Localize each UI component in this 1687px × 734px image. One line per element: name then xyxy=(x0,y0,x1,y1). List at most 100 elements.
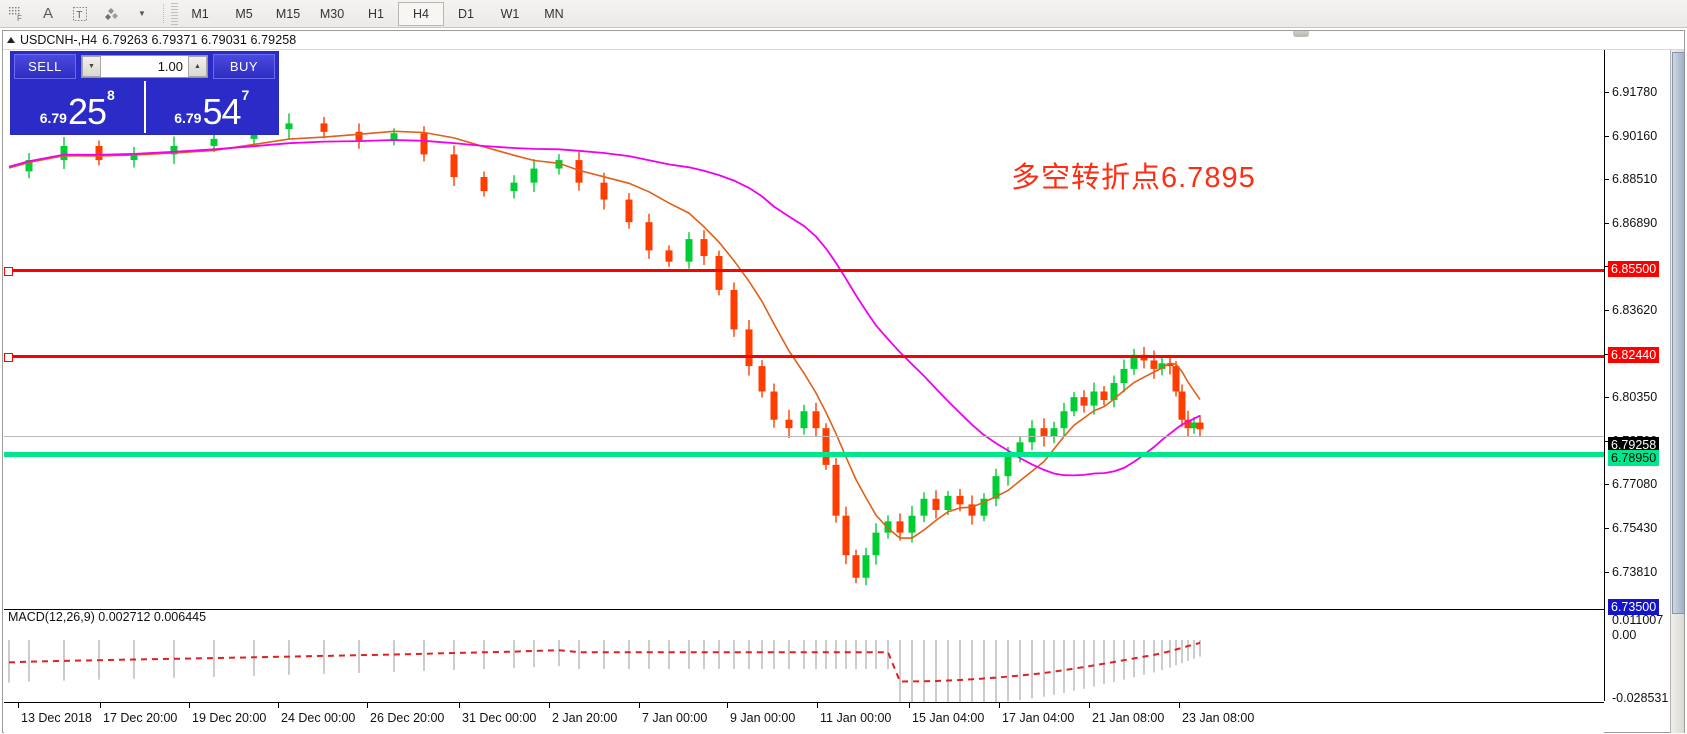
candle-body xyxy=(1196,422,1204,430)
axis-tag-resistance-1[interactable]: 6.85500 xyxy=(1608,261,1660,277)
volume-up-icon[interactable]: ▲ xyxy=(188,56,207,77)
candle-body xyxy=(1016,442,1024,457)
candle-body xyxy=(1090,391,1098,406)
macd-pane[interactable] xyxy=(4,609,1604,702)
time-tick-label: 24 Dec 00:00 xyxy=(281,711,356,725)
time-axis[interactable]: 13 Dec 2018 17 Dec 20:00 19 Dec 20:00 24 De… xyxy=(4,702,1604,734)
scrollbar-thumb[interactable] xyxy=(1672,52,1685,614)
candle-body xyxy=(1040,428,1048,437)
candle-body xyxy=(665,250,673,262)
candle-body xyxy=(992,476,1000,499)
level-line-resistance-1[interactable] xyxy=(4,267,1604,276)
timeframe-m15[interactable]: M15 xyxy=(275,6,301,21)
candle-body xyxy=(1100,391,1108,400)
level-line-resistance-2[interactable] xyxy=(4,353,1604,362)
objects-icon[interactable] xyxy=(96,1,128,27)
candle-body xyxy=(1028,428,1036,443)
candle-body xyxy=(1158,363,1166,369)
time-tick-label: 23 Jan 08:00 xyxy=(1182,711,1255,725)
crosshair-f-icon[interactable]: F xyxy=(0,1,32,27)
candle-body xyxy=(285,123,293,130)
candle-body xyxy=(785,419,793,429)
buy-price[interactable]: 6.79 54 7 xyxy=(146,81,279,133)
sell-button[interactable]: SELL xyxy=(14,54,76,79)
candle-body xyxy=(862,555,870,578)
timeframe-mn[interactable]: MN xyxy=(544,6,564,21)
price-tick-label: 6.83620 xyxy=(1612,303,1658,317)
candle-body xyxy=(450,154,458,178)
level-anchor-resistance-2[interactable] xyxy=(4,353,13,362)
candle-body xyxy=(812,411,820,429)
candle-body xyxy=(700,239,708,257)
price-tick xyxy=(1605,353,1609,355)
time-tick-label: 21 Jan 08:00 xyxy=(1092,711,1165,725)
price-tick xyxy=(1605,92,1609,93)
candle-body xyxy=(60,145,68,161)
timeframe-m5[interactable]: M5 xyxy=(235,6,253,21)
axis-tag-resistance-2[interactable]: 6.82440 xyxy=(1608,347,1660,363)
time-tick-label: 19 Dec 20:00 xyxy=(192,711,267,725)
chevron-down-icon[interactable]: ▼ xyxy=(138,9,146,18)
price-axis[interactable]: 6.917806.901606.885106.868906.852406.836… xyxy=(1604,50,1673,705)
time-tick-label: 2 Jan 20:00 xyxy=(552,711,618,725)
price-tick xyxy=(1605,135,1609,137)
volume-down-icon[interactable]: ▼ xyxy=(82,56,101,77)
sell-price[interactable]: 6.79 25 8 xyxy=(11,81,146,133)
price-tick-label: 6.80350 xyxy=(1612,390,1658,405)
time-tick xyxy=(100,703,101,708)
timeframe-d1[interactable]: D1 xyxy=(458,6,474,21)
price-plot[interactable]: 多空转折点6.7895 xyxy=(4,50,1604,606)
timeframe-m1[interactable]: M1 xyxy=(191,6,209,21)
timeframe-m30[interactable]: M30 xyxy=(319,6,345,21)
candle-body xyxy=(320,123,328,132)
volume-field[interactable]: ▼ 1.00 ▲ xyxy=(81,55,208,78)
buy-button[interactable]: BUY xyxy=(213,54,275,79)
candle-body xyxy=(715,256,723,290)
candle-body xyxy=(920,498,928,516)
candle-body xyxy=(944,495,952,511)
sell-price-fraction: 8 xyxy=(107,87,115,103)
price-tick xyxy=(1605,310,1609,311)
level-line-pivot-support[interactable] xyxy=(4,452,1604,457)
candle-body xyxy=(210,138,218,146)
level-anchor-resistance-1[interactable] xyxy=(4,267,13,276)
time-tick xyxy=(18,703,19,708)
volume-value[interactable]: 1.00 xyxy=(157,59,183,74)
timeframe-h1[interactable]: H1 xyxy=(368,6,384,21)
time-tick xyxy=(999,703,1000,708)
candle-body xyxy=(1166,363,1174,367)
collapse-triangle-icon[interactable] xyxy=(7,37,15,43)
timeframe-w1[interactable]: W1 xyxy=(500,6,520,21)
text-label-icon[interactable]: T xyxy=(64,1,96,27)
price-tick xyxy=(1605,397,1609,399)
time-tick-label: 9 Jan 00:00 xyxy=(730,711,796,725)
chart-window: USDCNH-,H4 6.79263 6.79371 6.79031 6.792… xyxy=(2,30,1685,734)
candle-body xyxy=(745,329,753,367)
candle-body xyxy=(355,131,363,141)
text-a-icon[interactable]: A xyxy=(42,5,53,22)
vertical-scrollbar[interactable] xyxy=(1670,50,1685,733)
time-tick xyxy=(727,703,728,708)
toolbar-grip[interactable] xyxy=(171,2,178,25)
one-click-trading-panel[interactable]: SELL ▼ 1.00 ▲ BUY 6.79 25 8 6.79 54 7 xyxy=(10,51,279,135)
price-tick-label: 6.77080 xyxy=(1612,477,1658,492)
candle-body xyxy=(852,555,860,578)
macd-scale-zero: 0.00 xyxy=(1612,628,1637,642)
sell-price-main: 25 xyxy=(67,91,107,132)
candle-body xyxy=(555,160,563,169)
timeframe-h4[interactable]: H4 xyxy=(398,1,444,26)
toolbar-divider xyxy=(163,3,164,24)
trade-panel-prices: 6.79 25 8 6.79 54 7 xyxy=(11,81,278,133)
candle-body xyxy=(1110,383,1118,400)
chart-annotation: 多空转折点6.7895 xyxy=(1011,162,1256,194)
macd-scale-min: -0.028531 xyxy=(1612,691,1669,705)
candle-body xyxy=(420,133,428,155)
candle-body xyxy=(1178,391,1186,420)
candle-body xyxy=(510,182,518,192)
window-restore-handle[interactable] xyxy=(1293,31,1309,37)
price-tick xyxy=(1605,484,1609,486)
price-tick xyxy=(1605,222,1609,224)
axis-tag-support-low[interactable]: 6.73500 xyxy=(1608,599,1660,615)
time-tick-label: 26 Dec 20:00 xyxy=(370,711,445,725)
axis-tag-pivot-support[interactable]: 6.78950 xyxy=(1608,450,1660,466)
